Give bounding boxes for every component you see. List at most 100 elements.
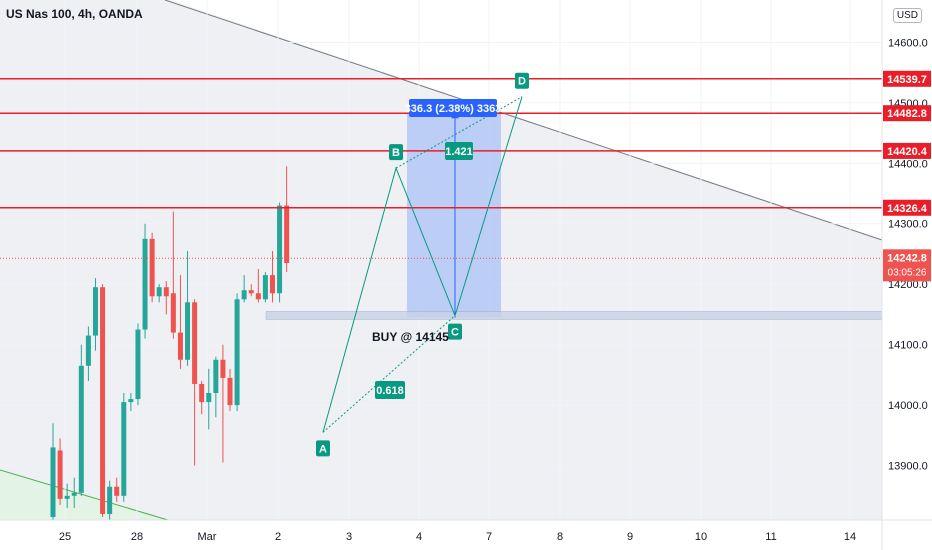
ratio-label-ac-text: 0.618 — [376, 385, 404, 397]
candle-body — [100, 287, 106, 514]
pattern-point-badge — [389, 144, 403, 161]
candles — [50, 166, 290, 520]
candle-body — [64, 495, 70, 499]
current-price-label-bg — [883, 249, 931, 282]
pattern-point-badge — [448, 323, 462, 340]
current-price-label: 14242.8 03:05:26 — [883, 249, 931, 282]
candle-body — [78, 365, 84, 493]
x-tick-label: 2 — [275, 531, 281, 543]
ratio-line-bd — [395, 96, 523, 169]
candle-body — [206, 393, 212, 403]
candle-body — [199, 383, 205, 403]
candle-body — [234, 299, 240, 406]
pattern-point-c: C — [448, 323, 462, 340]
x-tick-label: 3 — [346, 531, 352, 543]
pattern-point-label: D — [518, 76, 526, 88]
time-axis — [0, 520, 932, 550]
grid — [0, 0, 882, 520]
y-tick-label: 14000.0 — [888, 400, 928, 412]
ratio-label-ac: 0.618 — [375, 381, 405, 399]
candle-body — [149, 238, 155, 297]
x-tick-label: 7 — [486, 531, 492, 543]
pattern-point-label: A — [319, 443, 327, 455]
projection-label-bg — [409, 99, 497, 117]
level-price-label-bg — [883, 105, 931, 122]
candle-body — [262, 275, 268, 300]
candle-body — [248, 290, 254, 294]
x-tick-label: 10 — [695, 531, 707, 543]
candle-body — [170, 293, 176, 333]
candle-body — [220, 359, 226, 378]
y-tick-label: 14400.0 — [888, 158, 928, 170]
level-price-label-text: 14420.4 — [887, 146, 928, 158]
candle-body — [163, 287, 169, 297]
current-price-value: 14242.8 — [887, 252, 927, 264]
candle-body — [156, 287, 162, 297]
level-price-label-text: 14326.4 — [887, 203, 928, 215]
y-tick-label: 13900.0 — [888, 461, 928, 473]
annotations: A B C D 0.618 1.421 336.3 (2.38%) 3363 BUY @ 14… — [0, 72, 883, 457]
ratio-label-bd-bg — [445, 142, 473, 160]
candle-body — [192, 302, 198, 384]
candle-body — [177, 332, 183, 360]
pattern-point-label: B — [392, 147, 400, 159]
xabcd-pattern — [322, 96, 523, 433]
candle-body — [284, 205, 290, 264]
candle-body — [121, 402, 127, 496]
candle-body — [71, 492, 77, 496]
pattern-point-b: B — [389, 144, 403, 161]
x-tick-label: 4 — [416, 531, 422, 543]
y-tick-label: 14100.0 — [888, 340, 928, 352]
x-tick-label: 11 — [765, 531, 776, 543]
descending-channel-fill — [0, 0, 882, 520]
candle-body — [255, 293, 261, 300]
x-tick-label: 8 — [557, 531, 563, 543]
buy-label: BUY @ 14145 — [372, 330, 449, 344]
candle-body — [269, 275, 275, 294]
current-price-countdown: 03:05:26 — [888, 267, 927, 278]
projection-label-text: 336.3 (2.38%) 3363 — [405, 103, 502, 115]
pattern-point-badge — [515, 72, 529, 89]
candle-body — [107, 486, 113, 514]
pattern-point-d: D — [515, 72, 529, 89]
chart-title: US Nas 100, 4h, OANDA — [6, 7, 143, 21]
projection-label: 336.3 (2.38%) 3363 — [405, 99, 502, 117]
currency-badge[interactable]: USD — [892, 8, 922, 23]
level-price-label: 14482.8 — [883, 105, 931, 122]
candle-body — [241, 290, 247, 300]
y-tick-label: 14600.0 — [888, 37, 928, 49]
level-price-label: 14539.7 — [883, 70, 931, 87]
candle-body — [57, 450, 63, 499]
candle-body — [50, 447, 56, 517]
ratio-label-ac-bg — [375, 381, 405, 399]
candle-body — [128, 399, 134, 403]
candle-body — [92, 287, 98, 336]
pattern-point-a: A — [316, 440, 330, 457]
candle-body — [85, 335, 91, 366]
ratio-label-bd-text: 1.421 — [445, 146, 473, 158]
x-tick-label: 25 — [59, 531, 71, 543]
candle-body — [213, 359, 219, 394]
ratio-line-ac — [322, 315, 456, 433]
candle-body — [114, 486, 120, 496]
candle-body — [277, 205, 283, 294]
level-price-label: 14326.4 — [883, 199, 931, 216]
support-trendline — [0, 469, 169, 521]
pattern-point-label: C — [451, 327, 459, 339]
x-tick-label: 28 — [131, 531, 143, 543]
y-tick-label: 14300.0 — [888, 219, 928, 231]
candle-body — [142, 238, 148, 330]
level-price-label: 14420.4 — [883, 142, 931, 159]
background-layer — [0, 0, 883, 521]
resistance-trendline — [164, 0, 883, 241]
pattern-point-badge — [316, 440, 330, 457]
candle-body — [135, 329, 141, 400]
level-price-label-text: 14482.8 — [887, 108, 927, 120]
x-tick-label: Mar — [198, 531, 217, 543]
buy-zone — [265, 311, 883, 320]
x-tick-label: 14 — [844, 531, 856, 543]
level-price-label-bg — [883, 199, 931, 216]
candle-body — [227, 377, 233, 406]
